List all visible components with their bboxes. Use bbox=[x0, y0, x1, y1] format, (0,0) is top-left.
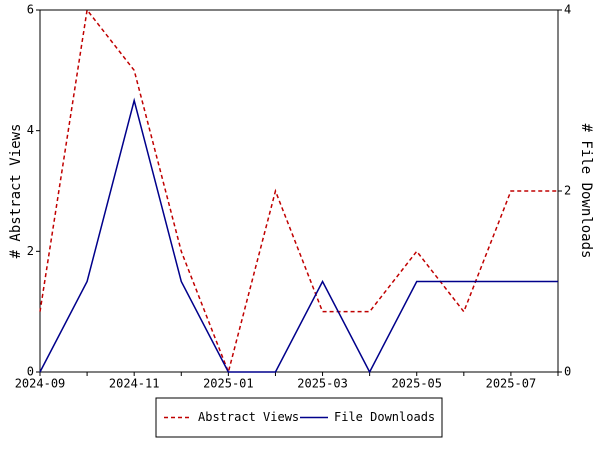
legend-label: Abstract Views bbox=[198, 410, 299, 424]
x-tick-label: 2025-05 bbox=[391, 377, 442, 391]
x-tick-label: 2024-11 bbox=[109, 377, 160, 391]
y-tick-label: 0 bbox=[27, 365, 34, 379]
plot-frame bbox=[39, 9, 559, 373]
y2-tick-label: 4 bbox=[564, 3, 571, 17]
legend-label: File Downloads bbox=[334, 410, 435, 424]
x-tick-label: 2025-03 bbox=[297, 377, 348, 391]
x-tick-label: 2024-09 bbox=[15, 377, 66, 391]
legend-box bbox=[155, 397, 443, 438]
x-tick-label: 2025-07 bbox=[486, 377, 537, 391]
series-line bbox=[39, 8, 558, 375]
series-line bbox=[39, 97, 558, 374]
x-tick-label: 2025-01 bbox=[203, 377, 254, 391]
y2-axis-label: # File Downloads bbox=[578, 124, 594, 259]
y2-tick-label: 0 bbox=[564, 365, 571, 379]
y-tick-label: 4 bbox=[27, 123, 34, 137]
y2-tick-label: 2 bbox=[564, 184, 571, 198]
y-axis-label: # Abstract Views bbox=[8, 124, 24, 259]
y-tick-label: 6 bbox=[27, 3, 34, 17]
y-tick-label: 2 bbox=[27, 244, 34, 258]
